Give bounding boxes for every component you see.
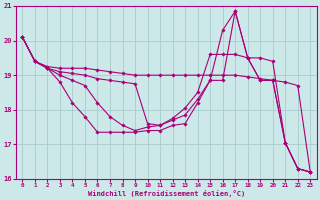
X-axis label: Windchill (Refroidissement éolien,°C): Windchill (Refroidissement éolien,°C): [88, 190, 245, 197]
